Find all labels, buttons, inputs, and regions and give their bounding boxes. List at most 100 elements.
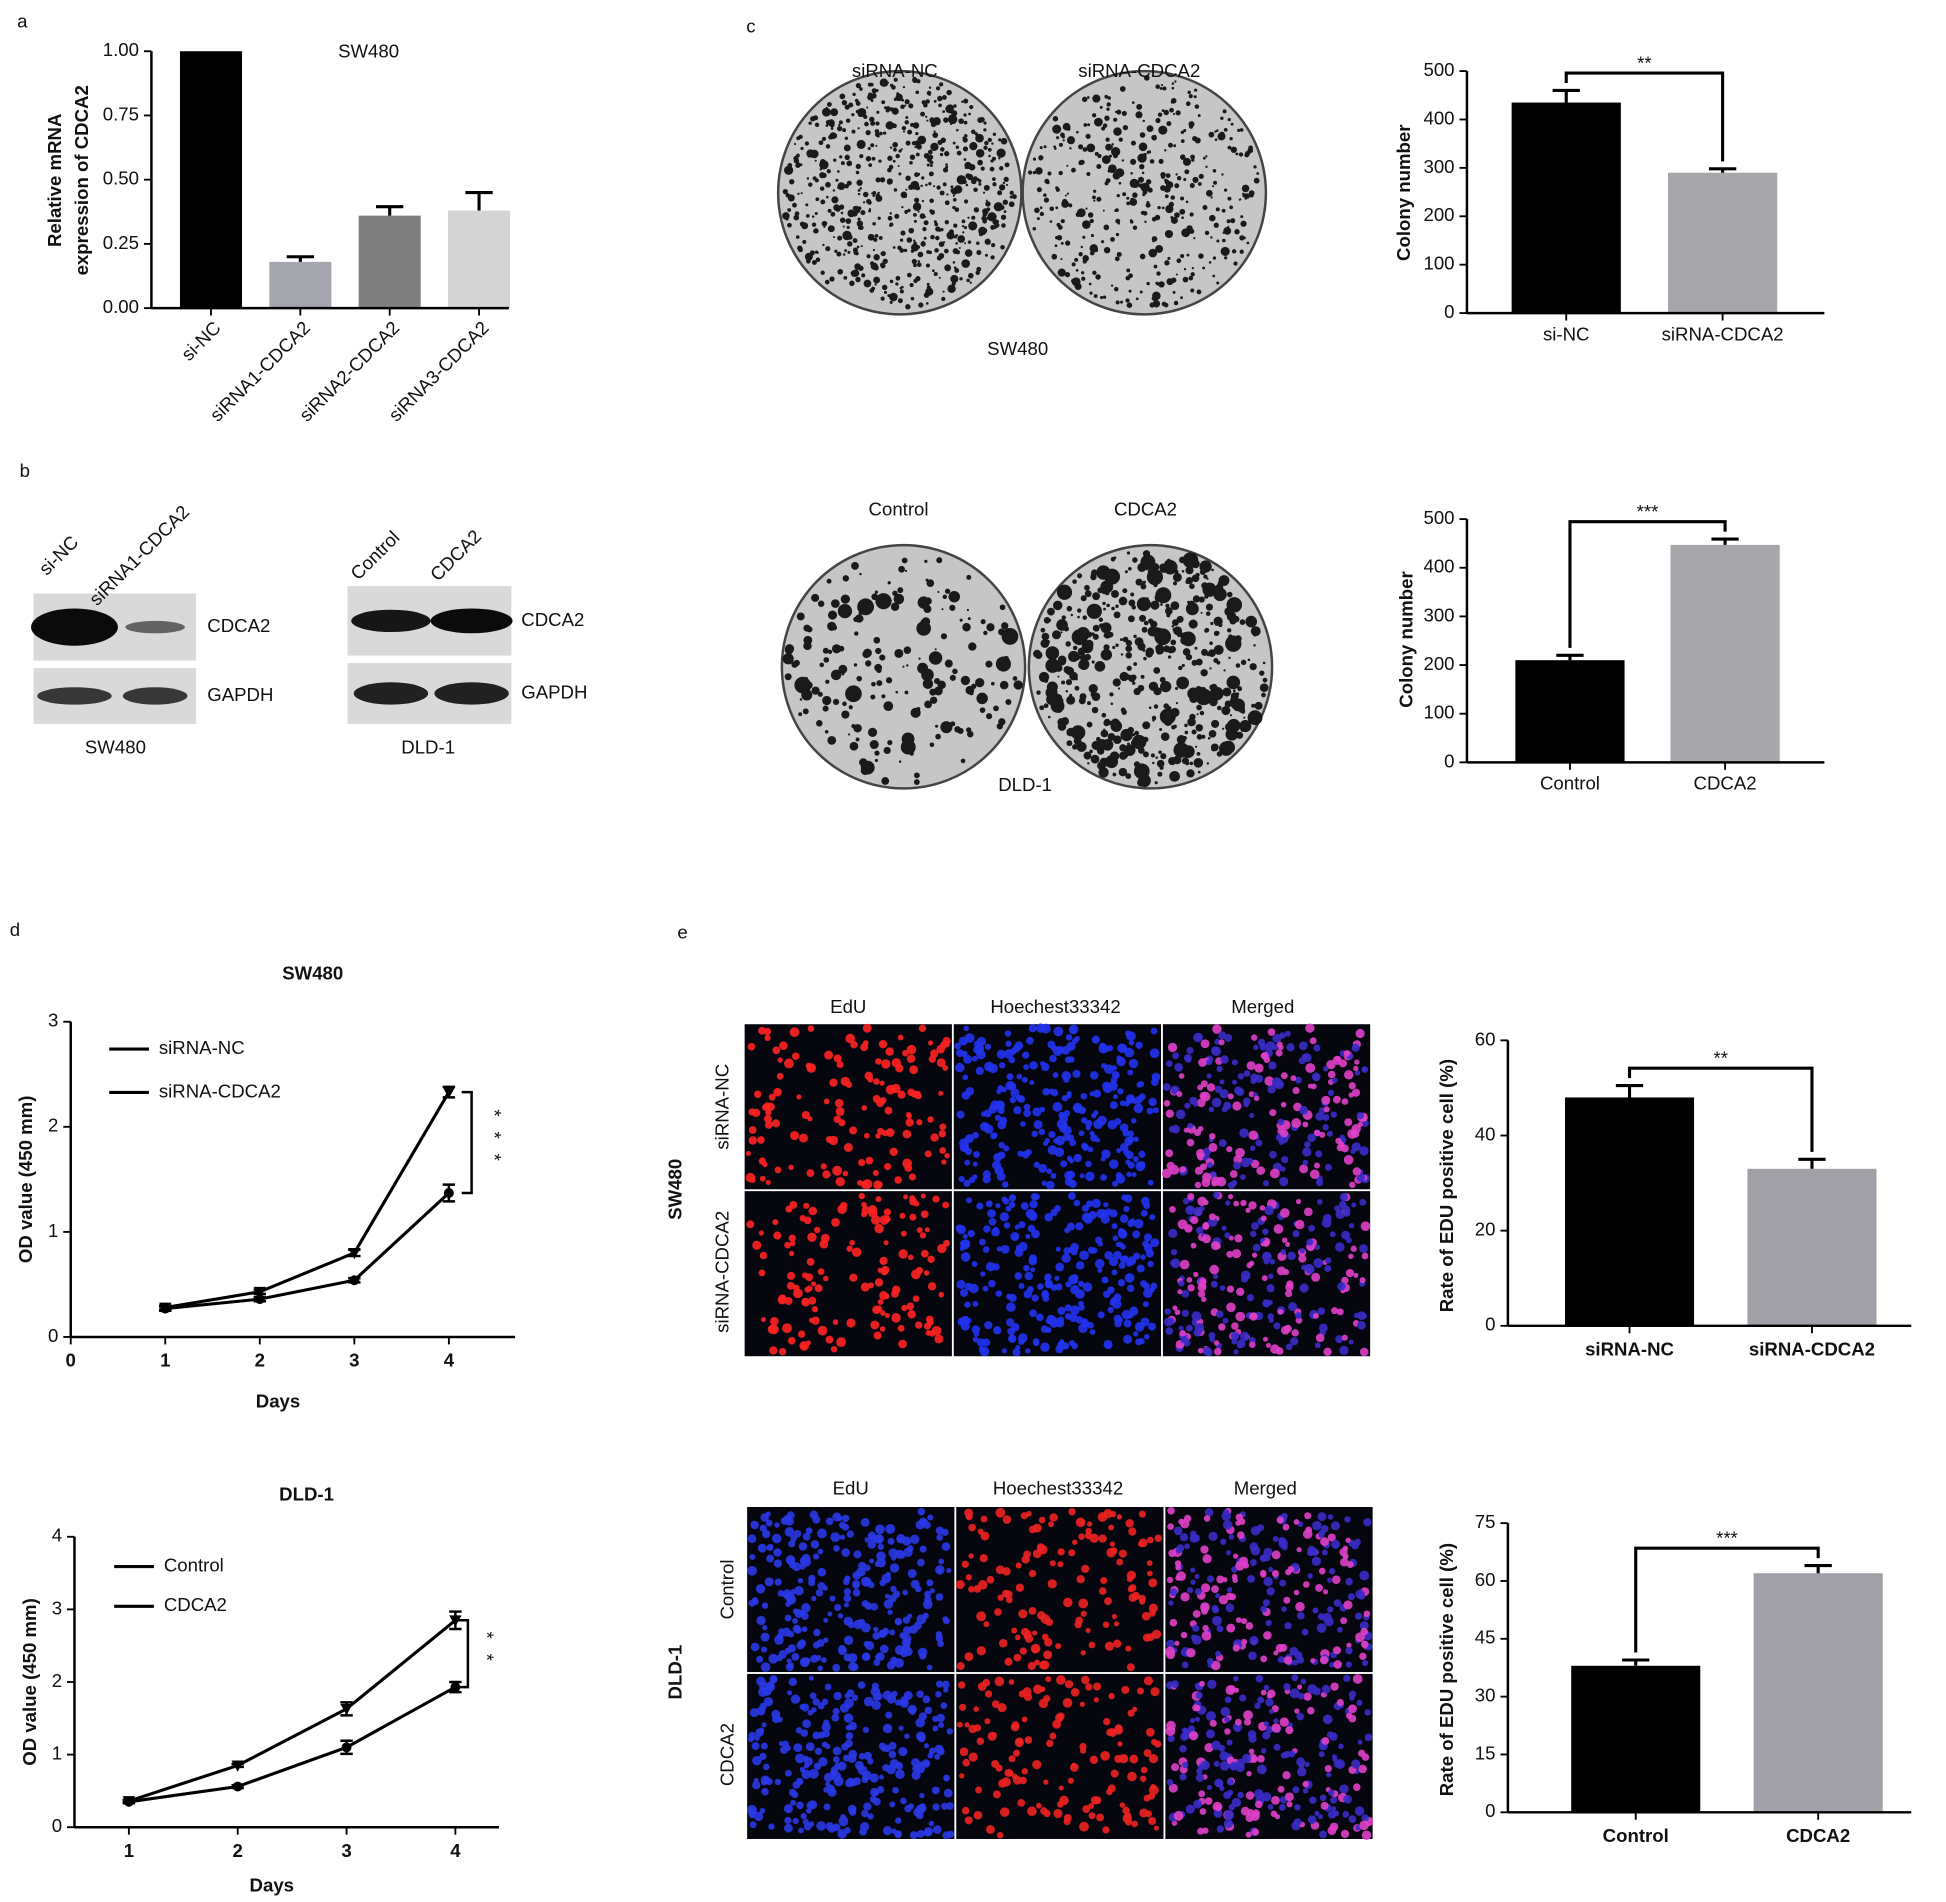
- cell-nucleus: [885, 1524, 895, 1534]
- colony: [1197, 752, 1201, 756]
- cell-nucleus: [1126, 1260, 1132, 1266]
- cell-nucleus: [1209, 1336, 1215, 1342]
- cell-nucleus: [765, 1577, 774, 1586]
- cell-nucleus: [861, 1282, 870, 1291]
- cell-nucleus: [1264, 1206, 1274, 1216]
- cell-nucleus: [822, 1170, 830, 1178]
- cell-nucleus: [1171, 1125, 1180, 1134]
- cell-nucleus: [902, 1590, 908, 1596]
- cell-nucleus: [1171, 1680, 1179, 1688]
- cell-nucleus: [1022, 1716, 1028, 1722]
- cell-nucleus: [1193, 1033, 1203, 1043]
- cell-nucleus: [927, 1665, 933, 1671]
- cell-nucleus: [919, 1653, 926, 1660]
- colony: [870, 143, 874, 147]
- colony: [1202, 205, 1207, 210]
- colony: [1035, 167, 1042, 174]
- colony: [1189, 125, 1193, 129]
- cell-nucleus: [792, 1653, 800, 1661]
- colony: [945, 200, 950, 205]
- cell-nucleus: [833, 1319, 839, 1325]
- cell-nucleus: [847, 1530, 854, 1537]
- cell-nucleus: [1030, 1267, 1035, 1272]
- colony: [1117, 252, 1122, 257]
- cell-nucleus: [1154, 1826, 1159, 1831]
- cell-nucleus: [757, 1616, 766, 1625]
- cell-nucleus: [1005, 1030, 1011, 1036]
- blot-band: [354, 682, 428, 704]
- cell-nucleus: [1207, 1575, 1214, 1582]
- cell-nucleus: [1270, 1169, 1280, 1179]
- cell-nucleus: [1291, 1674, 1298, 1681]
- cell-nucleus: [790, 1131, 799, 1140]
- colony: [818, 601, 824, 607]
- cell-nucleus: [1179, 1330, 1186, 1337]
- colony: [1087, 701, 1091, 705]
- cell-nucleus: [764, 1115, 772, 1123]
- colony: [1113, 678, 1121, 686]
- cell-nucleus: [960, 1747, 969, 1756]
- cell-nucleus: [831, 1714, 839, 1722]
- cell-nucleus: [1168, 1600, 1173, 1605]
- cell-nucleus: [1108, 1307, 1114, 1313]
- cell-nucleus: [746, 1173, 756, 1183]
- cell-nucleus: [1264, 1685, 1270, 1691]
- colony: [941, 633, 947, 639]
- colony: [941, 297, 945, 301]
- cell-nucleus: [1222, 1318, 1228, 1324]
- colony: [1260, 683, 1269, 692]
- colony: [927, 163, 930, 166]
- cell-nucleus: [1016, 1095, 1023, 1102]
- cell-nucleus: [964, 1026, 969, 1031]
- cell-nucleus: [1326, 1772, 1331, 1777]
- cell-nucleus: [875, 1278, 883, 1286]
- cell-nucleus: [1025, 1348, 1030, 1353]
- cell-nucleus: [849, 1127, 857, 1135]
- cell-nucleus: [1032, 1646, 1039, 1653]
- cell-nucleus: [936, 1527, 944, 1535]
- colony: [1040, 206, 1043, 209]
- cell-nucleus: [909, 1065, 918, 1074]
- cell-nucleus: [1335, 1242, 1345, 1252]
- cell-nucleus: [921, 1250, 929, 1258]
- colony: [826, 144, 831, 149]
- colony: [1065, 194, 1067, 196]
- cell-nucleus: [873, 1659, 880, 1666]
- colony: [899, 760, 901, 762]
- colony: [1179, 209, 1185, 215]
- colony: [1119, 768, 1127, 776]
- colony: [1040, 212, 1044, 216]
- cell-nucleus: [1192, 1311, 1202, 1321]
- cell-nucleus: [926, 1579, 933, 1586]
- colony: [900, 231, 905, 236]
- cell-nucleus: [753, 1599, 759, 1605]
- cell-nucleus: [1248, 1201, 1256, 1209]
- cell-nucleus: [1240, 1332, 1249, 1341]
- colony: [998, 138, 1001, 141]
- cell-nucleus: [1214, 1340, 1219, 1345]
- cell-nucleus: [917, 1830, 925, 1838]
- cell-nucleus: [778, 1590, 785, 1597]
- cell-nucleus: [824, 1098, 830, 1104]
- cell-nucleus: [1299, 1106, 1308, 1115]
- colony: [1186, 201, 1189, 204]
- colony: [1001, 215, 1006, 220]
- marker: [349, 1275, 359, 1285]
- cell-nucleus: [1096, 1209, 1106, 1219]
- cell-nucleus: [899, 1213, 905, 1219]
- colony: [808, 121, 811, 124]
- cell-nucleus: [988, 1064, 998, 1074]
- cell-nucleus: [1357, 1321, 1366, 1330]
- cell-nucleus: [1127, 1070, 1133, 1076]
- colony: [1044, 197, 1049, 202]
- cell-nucleus: [1330, 1231, 1336, 1237]
- colony: [1152, 572, 1160, 580]
- colony: [1240, 215, 1243, 218]
- colony: [887, 156, 892, 161]
- colony: [1223, 109, 1227, 113]
- colony: [887, 168, 892, 173]
- cell-nucleus: [1289, 1751, 1296, 1758]
- colony: [976, 693, 987, 704]
- colony: [861, 245, 863, 247]
- colony: [914, 198, 919, 203]
